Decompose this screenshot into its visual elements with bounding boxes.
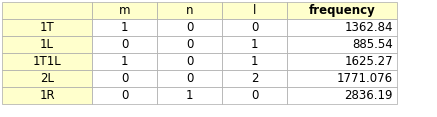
Text: 0: 0 — [186, 72, 193, 85]
Bar — [2, 2, 92, 19]
Bar — [2, 36, 92, 53]
Text: 0: 0 — [186, 38, 193, 51]
Bar — [2, 19, 92, 36]
Bar — [222, 2, 287, 19]
Bar — [2, 53, 92, 70]
Text: 1L: 1L — [40, 38, 54, 51]
Text: 1362.84: 1362.84 — [344, 21, 393, 34]
Text: 0: 0 — [121, 72, 128, 85]
Text: 1R: 1R — [39, 89, 55, 102]
Bar — [157, 2, 222, 19]
Bar — [287, 87, 397, 104]
Bar — [92, 36, 157, 53]
Bar — [157, 53, 222, 70]
Bar — [287, 19, 397, 36]
Text: 0: 0 — [251, 21, 258, 34]
Bar — [92, 19, 157, 36]
Bar — [287, 36, 397, 53]
Text: 1: 1 — [251, 55, 258, 68]
Text: 0: 0 — [186, 55, 193, 68]
Text: 0: 0 — [121, 89, 128, 102]
Text: 1T1L: 1T1L — [33, 55, 61, 68]
Bar — [2, 70, 92, 87]
Bar — [222, 70, 287, 87]
Text: 2836.19: 2836.19 — [344, 89, 393, 102]
Text: n: n — [186, 4, 193, 17]
Text: 2: 2 — [251, 72, 258, 85]
Bar — [92, 87, 157, 104]
Bar — [157, 19, 222, 36]
Text: 885.54: 885.54 — [352, 38, 393, 51]
Text: 0: 0 — [121, 38, 128, 51]
Text: frequency: frequency — [309, 4, 375, 17]
Bar — [287, 2, 397, 19]
Text: 1771.076: 1771.076 — [337, 72, 393, 85]
Bar — [2, 87, 92, 104]
Bar — [92, 2, 157, 19]
Text: m: m — [119, 4, 130, 17]
Bar — [222, 53, 287, 70]
Bar — [287, 70, 397, 87]
Text: 1: 1 — [121, 55, 128, 68]
Text: 1: 1 — [251, 38, 258, 51]
Bar — [222, 87, 287, 104]
Text: l: l — [253, 4, 256, 17]
Bar — [157, 70, 222, 87]
Bar — [92, 70, 157, 87]
Text: 1: 1 — [186, 89, 193, 102]
Text: 2L: 2L — [40, 72, 54, 85]
Text: 1625.27: 1625.27 — [344, 55, 393, 68]
Bar — [222, 19, 287, 36]
Text: 0: 0 — [186, 21, 193, 34]
Text: 0: 0 — [251, 89, 258, 102]
Bar — [222, 36, 287, 53]
Text: 1T: 1T — [40, 21, 54, 34]
Bar — [92, 53, 157, 70]
Bar — [157, 87, 222, 104]
Bar — [287, 53, 397, 70]
Bar — [157, 36, 222, 53]
Text: 1: 1 — [121, 21, 128, 34]
